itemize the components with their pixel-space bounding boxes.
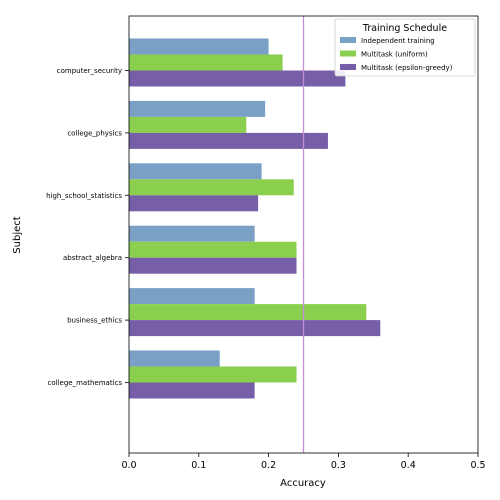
y-tick-label: college_mathematics bbox=[48, 379, 123, 387]
plot-area: computer_security college_physics high_sch… bbox=[46, 15, 486, 471]
legend-entry: Independent training bbox=[361, 37, 435, 45]
bar bbox=[129, 100, 266, 117]
legend-entry: Multitask (epsilon-greedy) bbox=[361, 64, 453, 72]
bar bbox=[129, 116, 247, 133]
legend-entry: Multitask (uniform) bbox=[361, 51, 428, 59]
x-tick-label: 0.0 bbox=[121, 460, 136, 471]
bar bbox=[129, 366, 297, 383]
legend-box bbox=[334, 18, 476, 77]
bar bbox=[129, 163, 262, 180]
x-tick-label: 0.5 bbox=[470, 460, 485, 471]
y-tick-label: abstract_algebra bbox=[63, 254, 122, 262]
legend: Training Schedule Independent training Mul… bbox=[334, 18, 476, 77]
bar bbox=[129, 179, 294, 196]
legend-title: Training Schedule bbox=[362, 23, 447, 34]
bar bbox=[129, 241, 297, 258]
bar bbox=[129, 288, 255, 305]
x-tick-label: 0.2 bbox=[261, 460, 276, 471]
legend-swatch bbox=[340, 37, 356, 43]
x-axis-label: Accuracy bbox=[280, 478, 326, 489]
x-tick-label: 0.1 bbox=[191, 460, 206, 471]
bar bbox=[129, 54, 283, 71]
bar bbox=[129, 225, 255, 242]
bar bbox=[129, 382, 255, 399]
bar bbox=[129, 70, 346, 87]
bar bbox=[129, 304, 367, 321]
y-tick-label: high_school_statistics bbox=[46, 192, 122, 200]
bar bbox=[129, 257, 297, 274]
bar bbox=[129, 350, 220, 367]
bar bbox=[129, 195, 259, 212]
legend-swatch bbox=[340, 50, 356, 57]
bar bbox=[129, 320, 381, 337]
axes-frame bbox=[128, 15, 479, 454]
x-tick-label: 0.3 bbox=[331, 460, 346, 471]
y-tick-label: business_ethics bbox=[67, 317, 122, 325]
y-axis-label: Subject bbox=[12, 216, 23, 253]
y-tick-label: college_physics bbox=[67, 129, 122, 137]
x-tick-label: 0.4 bbox=[401, 460, 416, 471]
bar bbox=[129, 38, 269, 55]
bar bbox=[129, 132, 328, 149]
y-tick-label: computer_security bbox=[57, 67, 122, 75]
legend-swatch bbox=[340, 64, 356, 70]
